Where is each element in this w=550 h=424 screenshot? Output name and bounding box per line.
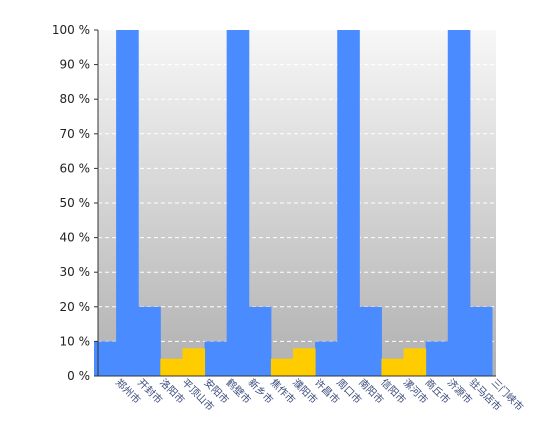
y-tick-label: 10 %: [60, 334, 91, 348]
bar-许昌市-s1: [293, 348, 316, 376]
bar-商丘市-s1: [381, 358, 405, 376]
bar-洛阳市-s0: [138, 306, 161, 376]
y-tick-label: 60 %: [60, 161, 91, 175]
bar-三门峡市-s0: [337, 30, 360, 376]
bar-济源市-s0: [469, 306, 493, 376]
y-tick-label: 90 %: [60, 58, 91, 72]
bar-开封市-s0: [116, 30, 139, 376]
bar-濮阳市-s1: [270, 358, 294, 376]
y-tick-label: 20 %: [60, 300, 91, 314]
bars: [94, 30, 493, 376]
y-tick-label: 50 %: [60, 196, 91, 210]
bar-平顶山市-s1: [160, 358, 183, 376]
y-tick-label: 0 %: [67, 369, 90, 383]
bar-漯河市-s0: [315, 341, 338, 376]
y-tick-label: 70 %: [60, 127, 91, 141]
bar-驻马店市-s0: [447, 30, 471, 376]
bar-周口市-s0: [425, 341, 449, 376]
bar-安阳市-s1: [182, 348, 206, 376]
y-axis-ticks: 0 % 10 % 20 % 30 % 40 % 50 % 60 % 70 % 80 % 90 % 1…: [52, 23, 98, 383]
y-tick-label: 30 %: [60, 265, 91, 279]
y-tick-label: 40 %: [60, 231, 91, 245]
bar-焦作市-s0: [248, 306, 272, 376]
bar-信阳市-s1: [403, 348, 427, 376]
bar-南阳市-s0: [359, 306, 382, 376]
gridlines: [98, 29, 496, 342]
bar-郑州市-s0: [94, 341, 117, 376]
x-axis-ticks: 郑州市开封市洛阳市平顶山市安阳市鹤壁市新乡市焦作市濮阳市许昌市周口市南阳市信阳市…: [113, 376, 526, 413]
bar-新乡市-s0: [226, 30, 250, 376]
y-tick-label: 100 %: [52, 23, 90, 37]
y-tick-label: 80 %: [60, 92, 91, 106]
bar-鹤壁市-s0: [204, 341, 228, 376]
